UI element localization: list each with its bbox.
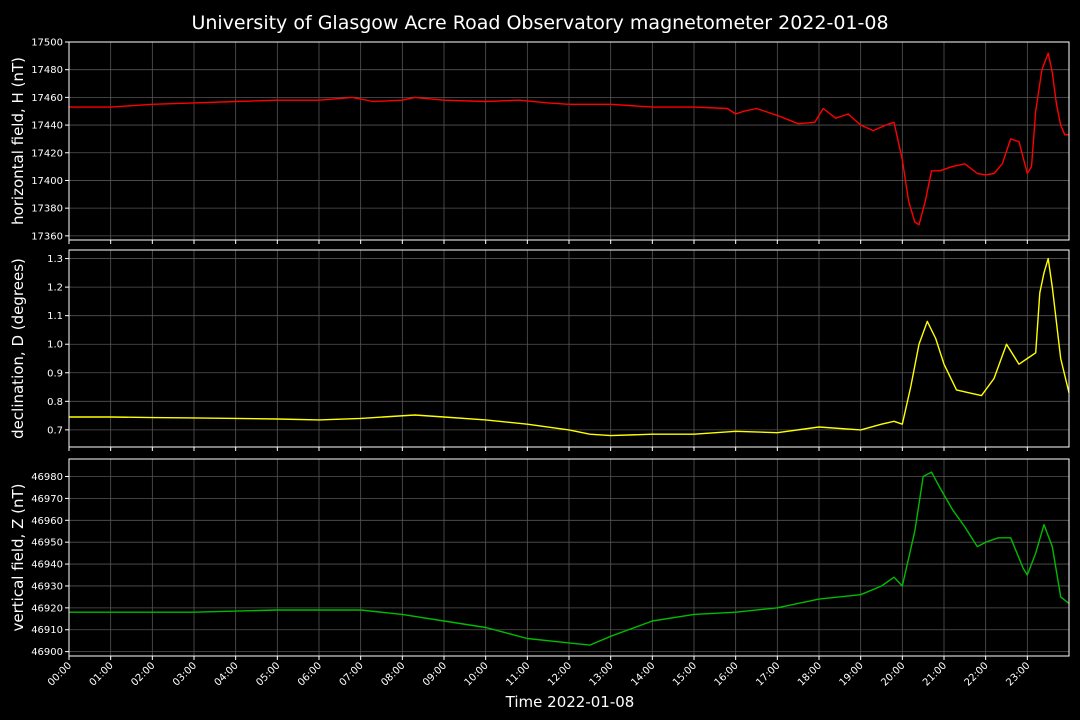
x-tick-label: 22:00 — [963, 660, 991, 688]
y-tick-label: 46970 — [31, 494, 63, 505]
x-tick-label: 02:00 — [129, 660, 157, 688]
y-tick-label: 17420 — [31, 148, 63, 159]
y-tick-label: 17480 — [31, 65, 63, 76]
x-tick-label: 06:00 — [296, 660, 324, 688]
x-tick-label: 05:00 — [254, 660, 282, 688]
x-axis-label: Time 2022-01-08 — [505, 693, 635, 711]
x-tick-label: 08:00 — [379, 660, 407, 688]
y-tick-label: 46930 — [31, 581, 63, 592]
x-tick-label: 12:00 — [546, 660, 574, 688]
y-tick-label: 46950 — [31, 538, 63, 549]
y-tick-label: 46940 — [31, 560, 63, 571]
x-tick-label: 03:00 — [171, 660, 199, 688]
x-tick-label: 23:00 — [1004, 660, 1032, 688]
y-tick-label: 17500 — [31, 38, 63, 49]
x-tick-label: 20:00 — [879, 660, 907, 688]
y-tick-label: 1.0 — [47, 340, 63, 351]
y-tick-label: 0.7 — [47, 425, 63, 436]
x-tick-label: 09:00 — [421, 660, 449, 688]
y-tick-label: 46910 — [31, 625, 63, 636]
x-tick-label: 04:00 — [213, 660, 241, 688]
x-tick-label: 11:00 — [504, 660, 532, 688]
x-tick-label: 16:00 — [713, 660, 741, 688]
x-tick-label: 10:00 — [463, 660, 491, 688]
y-tick-label: 17440 — [31, 121, 63, 132]
x-tick-label: 21:00 — [921, 660, 949, 688]
y-tick-label: 0.8 — [47, 397, 63, 408]
y-tick-label: 17360 — [31, 231, 63, 242]
y-tick-label: 1.2 — [47, 283, 63, 294]
y-tick-label: 17380 — [31, 204, 63, 215]
x-tick-label: 00:00 — [46, 660, 74, 688]
x-tick-label: 18:00 — [796, 660, 824, 688]
panel-frame — [68, 249, 1070, 448]
x-tick-label: 13:00 — [588, 660, 616, 688]
y-tick-label: 1.3 — [47, 254, 63, 265]
chart-title: University of Glasgow Acre Road Observat… — [191, 12, 888, 34]
y-tick-label: 46900 — [31, 647, 63, 658]
panel-frame — [68, 458, 1070, 657]
x-tick-label: 17:00 — [754, 660, 782, 688]
y-tick-label: 0.9 — [47, 368, 63, 379]
y-tick-label: 17460 — [31, 93, 63, 104]
y-tick-label: 1.1 — [47, 311, 63, 322]
series-line — [69, 471, 1070, 646]
series-line — [69, 257, 1070, 437]
y-axis-label: vertical field, Z (nT) — [9, 483, 27, 631]
y-axis-label: horizontal field, H (nT) — [9, 57, 27, 225]
y-tick-label: 17400 — [31, 176, 63, 187]
x-tick-label: 01:00 — [88, 660, 116, 688]
y-tick-label: 46980 — [31, 472, 63, 483]
series-line — [69, 52, 1069, 226]
x-tick-label: 19:00 — [838, 660, 866, 688]
x-tick-label: 15:00 — [671, 660, 699, 688]
y-axis-label: declination, D (degrees) — [9, 258, 27, 439]
panel-frame — [68, 41, 1070, 241]
x-tick-label: 07:00 — [338, 660, 366, 688]
y-tick-label: 46960 — [31, 516, 63, 527]
y-tick-label: 46920 — [31, 603, 63, 614]
x-tick-label: 14:00 — [629, 660, 657, 688]
